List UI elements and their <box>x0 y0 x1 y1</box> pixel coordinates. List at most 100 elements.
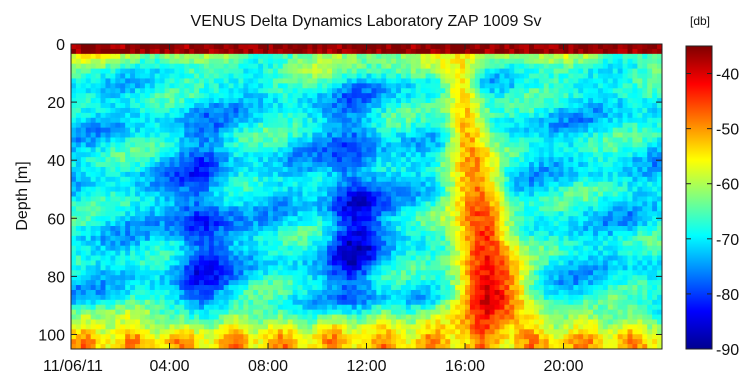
heatmap-cell <box>327 132 333 139</box>
heatmap-cell <box>396 240 402 247</box>
heatmap-cell <box>430 58 437 65</box>
heatmap-cell <box>346 206 353 212</box>
heatmap-cell <box>115 309 121 316</box>
heatmap-cell <box>115 294 121 301</box>
heatmap-cell <box>243 329 249 335</box>
heatmap-cell <box>154 83 161 89</box>
heatmap-cell <box>110 186 116 193</box>
heatmap-cell <box>292 166 299 173</box>
heatmap-cell <box>100 152 107 158</box>
heatmap-cell <box>346 240 353 247</box>
heatmap-cell <box>253 112 259 119</box>
heatmap-cell <box>420 103 427 109</box>
heatmap-cell <box>115 117 121 124</box>
heatmap-cell <box>336 117 343 124</box>
heatmap-cell <box>445 344 451 349</box>
heatmap-cell <box>361 147 368 153</box>
heatmap-cell <box>366 240 373 247</box>
heatmap-cell <box>144 162 151 168</box>
heatmap-cell <box>346 44 353 50</box>
heatmap-cell <box>450 171 456 178</box>
heatmap-cell <box>135 240 141 247</box>
heatmap-cell <box>430 157 437 163</box>
heatmap-cell <box>425 63 432 70</box>
heatmap-cell <box>144 280 151 286</box>
heatmap-cell <box>277 171 284 178</box>
heatmap-cell <box>189 289 195 296</box>
heatmap-cell <box>233 280 240 286</box>
heatmap-cell <box>440 226 446 232</box>
heatmap-cell <box>430 275 437 281</box>
heatmap-cell <box>425 334 432 340</box>
heatmap-cell <box>282 112 289 119</box>
heatmap-cell <box>317 137 323 143</box>
heatmap-cell <box>159 78 166 84</box>
heatmap-cell <box>450 260 456 266</box>
heatmap-cell <box>297 44 304 50</box>
heatmap-cell <box>71 98 77 104</box>
heatmap-cell <box>272 162 279 168</box>
heatmap-cell <box>327 78 333 84</box>
heatmap-cell <box>341 147 348 153</box>
heatmap-cell <box>228 226 235 232</box>
heatmap-cell <box>253 166 259 173</box>
heatmap-cell <box>445 299 451 306</box>
heatmap-cell <box>135 196 141 203</box>
heatmap-cell <box>154 216 161 222</box>
heatmap-cell <box>302 226 308 232</box>
heatmap-cell <box>307 324 313 330</box>
heatmap-cell <box>277 339 284 345</box>
heatmap-cell <box>302 299 308 306</box>
heatmap-cell <box>164 235 171 242</box>
heatmap-cell <box>282 162 289 168</box>
heatmap-cell <box>361 304 368 311</box>
heatmap-cell <box>85 53 92 60</box>
heatmap-cell <box>307 166 313 173</box>
heatmap-cell <box>75 230 82 237</box>
heatmap-cell <box>125 162 131 168</box>
heatmap-cell <box>194 255 200 262</box>
heatmap-cell <box>410 127 417 134</box>
heatmap-cell <box>169 344 176 349</box>
heatmap-cell <box>243 44 249 50</box>
heatmap-cell <box>400 122 407 129</box>
heatmap-cell <box>208 162 215 168</box>
heatmap-cell <box>71 314 77 321</box>
heatmap-cell <box>302 166 308 173</box>
heatmap-cell <box>154 339 161 345</box>
heatmap-cell <box>410 245 417 252</box>
heatmap-cell <box>263 166 269 173</box>
heatmap-cell <box>287 186 294 193</box>
heatmap-cell <box>135 294 141 301</box>
heatmap-cell <box>420 186 427 193</box>
heatmap-cell <box>430 250 437 257</box>
heatmap-cell <box>317 44 323 50</box>
heatmap-cell <box>268 314 274 321</box>
heatmap-cell <box>159 255 166 262</box>
heatmap-cell <box>75 83 82 89</box>
heatmap-cell <box>125 83 131 89</box>
heatmap-cell <box>312 103 318 109</box>
heatmap-cell <box>297 176 304 183</box>
heatmap-cell <box>312 152 318 158</box>
heatmap-cell <box>208 289 215 296</box>
heatmap-cell <box>435 280 441 286</box>
heatmap-cell <box>356 191 363 198</box>
heatmap-cell <box>110 334 116 340</box>
heatmap-cell <box>415 201 422 207</box>
heatmap-cell <box>179 280 185 286</box>
heatmap-cell <box>71 142 77 148</box>
heatmap-cell <box>376 88 382 94</box>
heatmap-cell <box>450 162 456 168</box>
heatmap-cell <box>268 226 274 232</box>
heatmap-cell <box>243 48 249 55</box>
heatmap-cell <box>312 83 318 89</box>
heatmap-cell <box>105 147 111 153</box>
heatmap-cell <box>169 255 176 262</box>
heatmap-cell <box>85 196 92 203</box>
heatmap-cell <box>381 147 387 153</box>
heatmap-cell <box>381 216 387 222</box>
heatmap-cell <box>149 314 156 321</box>
heatmap-cell <box>218 98 225 104</box>
heatmap-cell <box>263 83 269 89</box>
